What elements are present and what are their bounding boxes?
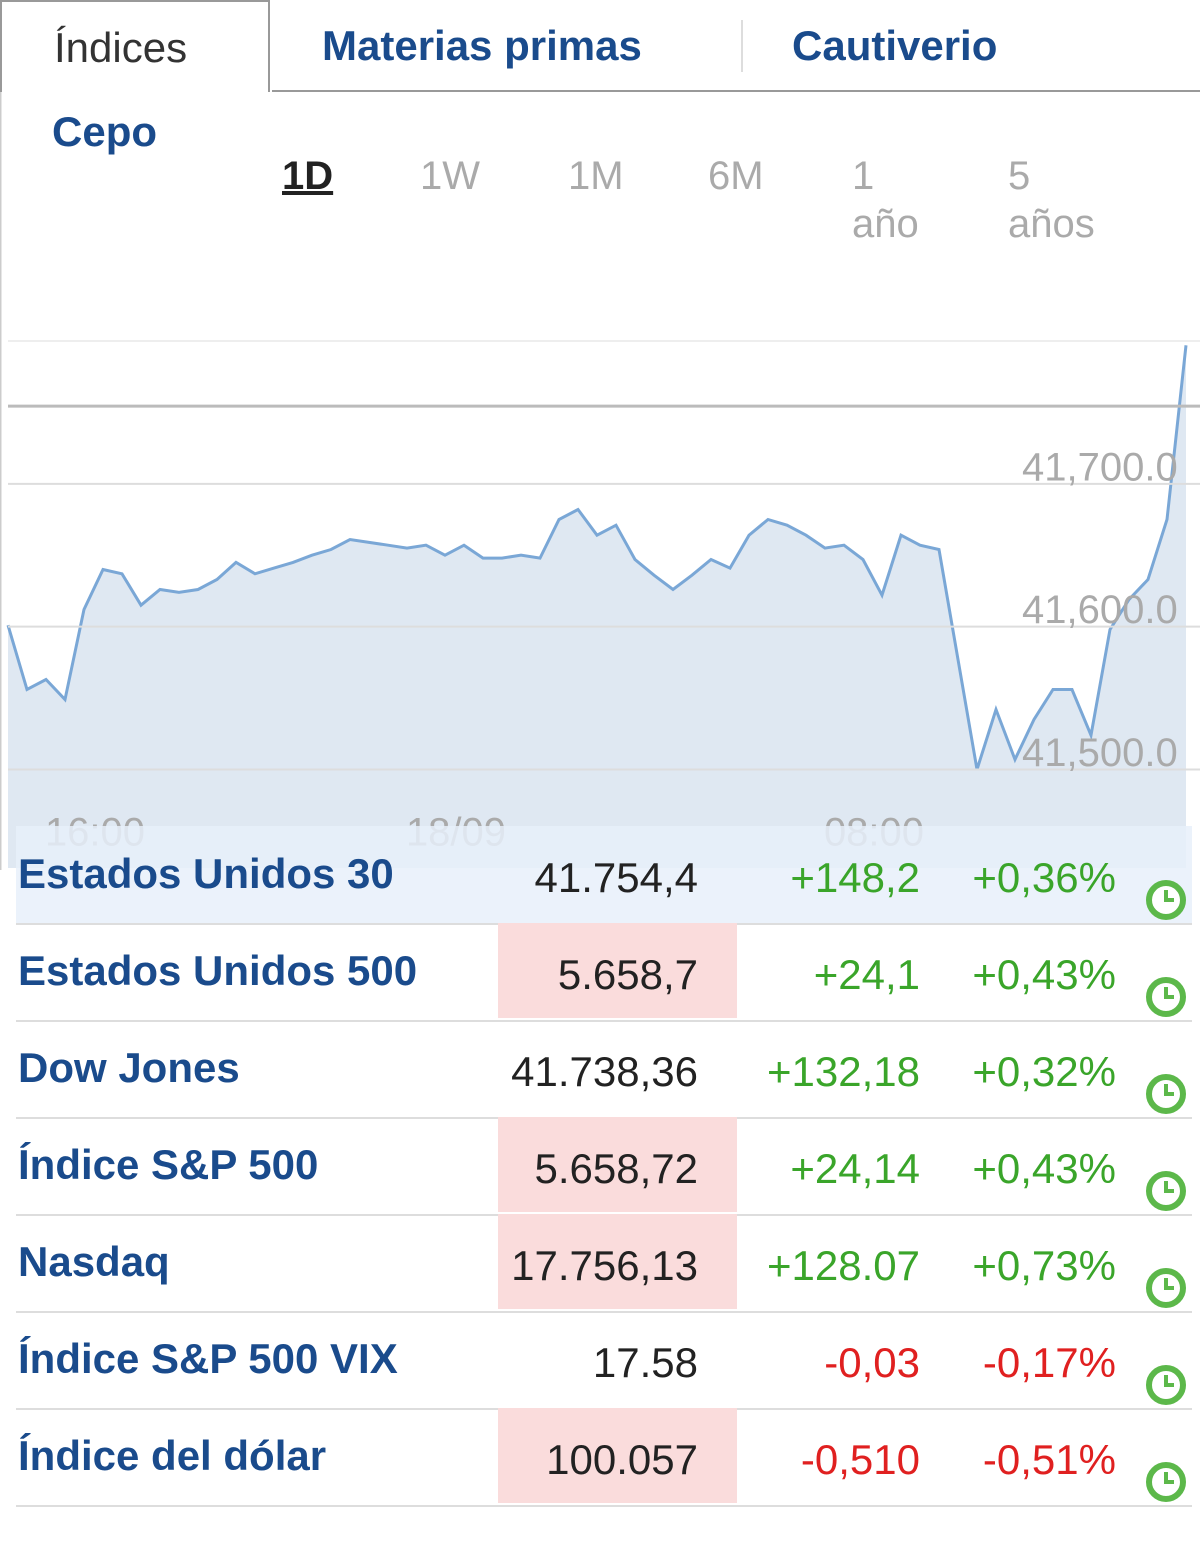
change: +24,14 [790,1145,920,1192]
change: -0,510 [800,1436,920,1483]
change: +128.07 [767,1242,920,1289]
clock-icon [1144,1438,1188,1502]
name[interactable]: Índice del dólar [18,1432,327,1479]
percent: -0,51% [982,1436,1116,1483]
period[interactable]: 5 años [1008,154,1095,246]
name[interactable]: Índice S&P 500 [18,1141,319,1188]
name[interactable]: Estados Unidos 500 [18,947,418,994]
price: 41.754,4 [534,854,699,901]
percent: +0,36% [972,854,1116,901]
period[interactable]: 1M [568,154,624,198]
y-tick-label: 41,500.0 [1022,731,1178,775]
clock-icon [1144,1050,1188,1114]
period[interactable]: 1D [282,154,334,198]
percent: -0,17% [982,1339,1116,1386]
tab[interactable]: Cepo [52,108,157,155]
period[interactable]: 6M [708,154,764,198]
name[interactable]: Estados Unidos 30 [18,850,394,897]
price: 17.756,13 [498,1214,737,1309]
change: +148,2 [790,854,920,901]
table-row[interactable]: Dow Jones 41.738,36 +132,18 +0,32% [16,1020,1192,1119]
percent: +0,73% [972,1242,1116,1289]
clock [1146,1074,1186,1114]
percent: +0,43% [972,1145,1116,1192]
table-row[interactable]: Estados Unidos 500 5.658,7 +24,1 +0,43% [16,923,1192,1022]
change: +132,18 [767,1048,920,1095]
clock [1146,880,1186,920]
price: 100.057 [498,1408,737,1503]
tab-separator [741,20,743,72]
table-row[interactable]: Índice S&P 500 VIX 17.58 -0,03 -0,17% [16,1311,1192,1410]
percent: +0,32% [972,1048,1116,1095]
percent: +0,43% [972,951,1116,998]
area [8,345,1186,868]
clock-icon [1144,1147,1188,1211]
clock [1146,1268,1186,1308]
period[interactable]: 1 año [852,154,919,246]
change: +24,1 [813,951,920,998]
chart: 41,700.041,600.041,500.016:0018/0908:00 [0,92,1200,870]
table-row[interactable]: Estados Unidos 30 41.754,4 +148,2 +0,36% [16,826,1192,925]
price: 5.658,72 [498,1117,737,1212]
name[interactable]: Nasdaq [18,1238,170,1285]
name[interactable]: Índice S&P 500 VIX [18,1335,398,1382]
tab-rule [272,90,1200,92]
clock [1146,1365,1186,1405]
table-row[interactable]: Índice S&P 500 5.658,72 +24,14 +0,43% [16,1117,1192,1216]
table-row[interactable]: Índice del dólar 100.057 -0,510 -0,51% [16,1408,1192,1507]
clock [1146,1462,1186,1502]
clock-icon [1144,1341,1188,1405]
price: 41.738,36 [511,1048,698,1095]
clock-icon [1144,1244,1188,1308]
period[interactable]: 1W [420,154,480,198]
clock-icon [1144,953,1188,1017]
name[interactable]: Dow Jones [18,1044,240,1091]
clock [1146,1171,1186,1211]
change: -0,03 [824,1339,920,1386]
tab[interactable]: Índices [0,0,270,92]
price: 17.58 [592,1339,698,1386]
y-tick-label: 41,700.0 [1022,445,1178,489]
table-row[interactable]: Nasdaq 17.756,13 +128.07 +0,73% [16,1214,1192,1313]
clock [1146,977,1186,1017]
line [6,345,1188,770]
tab[interactable]: Cautiverio [792,22,998,69]
tab[interactable]: Materias primas [322,22,642,69]
y-tick-label: 41,600.0 [1022,588,1178,632]
clock-icon [1144,856,1188,920]
price: 5.658,7 [498,923,737,1018]
